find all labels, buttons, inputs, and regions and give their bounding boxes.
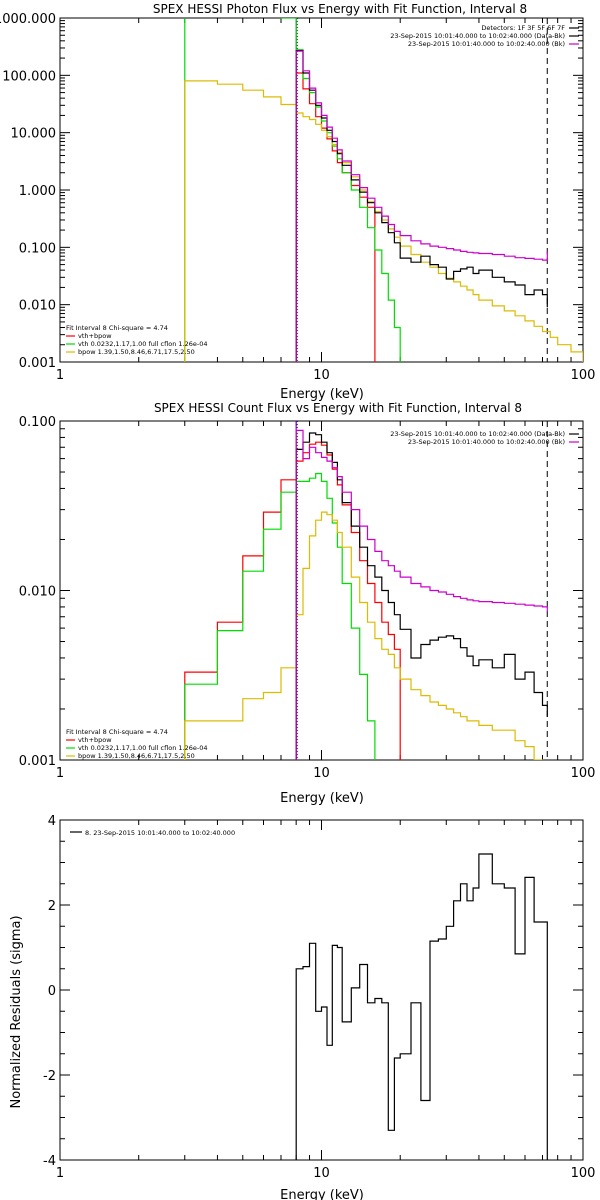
legend-entry: 23-Sep-2015 10:01:40.000 to 10:02:40.000… bbox=[390, 32, 565, 40]
x-tick-label: 1 bbox=[56, 766, 64, 781]
legend-bottom-left: Fit Interval 8 Chi-square = 4.74vth+bpow… bbox=[66, 324, 207, 356]
y-tick-label: 0.010 bbox=[19, 299, 56, 314]
x-axis-label: Energy (keV) bbox=[280, 387, 364, 402]
plot-frame bbox=[59, 420, 584, 761]
legend-entry: bpow 1.39,1.50,8.46,6.71,17.5,2.50 bbox=[78, 752, 195, 760]
y-tick-label: 1000.000 bbox=[0, 12, 56, 27]
count-flux-panel: SPEX HESSI Count Flux vs Energy with Fit… bbox=[19, 401, 596, 806]
chart-title: SPEX HESSI Photon Flux vs Energy with Fi… bbox=[153, 2, 527, 16]
y-tick-label: 0.100 bbox=[19, 415, 56, 430]
y-tick-label: 0.010 bbox=[19, 585, 56, 600]
series-line-bk bbox=[295, 429, 548, 760]
y-tick-label: -4 bbox=[43, 1154, 56, 1169]
y-tick-label: 4 bbox=[48, 814, 56, 829]
x-tick-label: 100 bbox=[571, 1166, 596, 1181]
x-tick-label: 1 bbox=[56, 368, 64, 383]
series-line-data-bk bbox=[295, 432, 548, 760]
series-line-bpow bbox=[184, 80, 583, 362]
series-line-vth-bpow bbox=[184, 441, 401, 760]
photon-flux-panel: SPEX HESSI Photon Flux vs Energy with Fi… bbox=[0, 2, 596, 402]
legend-entry: bpow 1.39,1.50,8.46,6.71,17.5,2.50 bbox=[78, 348, 195, 356]
legend-entry: 23-Sep-2015 10:01:40.000 to 10:02:40.000… bbox=[390, 430, 565, 438]
legend-top-left: 8. 23-Sep-2015 10:01:40.000 to 10:02:40.… bbox=[70, 829, 235, 837]
chart-title: SPEX HESSI Count Flux vs Energy with Fit… bbox=[154, 401, 522, 415]
legend-entry: vth+bpow bbox=[78, 736, 112, 744]
y-tick-label: 10.000 bbox=[11, 127, 57, 142]
y-tick-label: 0.001 bbox=[19, 356, 56, 371]
legend-entry: Fit Interval 8 Chi-square = 4.74 bbox=[66, 324, 168, 332]
residuals-panel: Energy (keV) Normalized Residuals (sigma… bbox=[9, 814, 595, 1200]
y-tick-label: 1.000 bbox=[19, 184, 56, 199]
legend-entry: 23-Sep-2015 10:01:40.000 to 10:02:40.000… bbox=[408, 438, 565, 446]
x-tick-label: 10 bbox=[313, 368, 330, 383]
legend-bottom-left: Fit Interval 8 Chi-square = 4.74vth+bpow… bbox=[66, 728, 207, 760]
x-axis-label: Energy (keV) bbox=[280, 1188, 364, 1200]
x-tick-label: 1 bbox=[56, 1166, 64, 1181]
x-tick-label: 100 bbox=[571, 368, 596, 383]
legend-entry: vth 0.0232,1.17,1.00 full cflon 1.26e-04 bbox=[78, 340, 207, 348]
y-tick-label: 0.001 bbox=[19, 754, 56, 769]
x-tick-label: 10 bbox=[313, 766, 330, 781]
legend-entry: 8. 23-Sep-2015 10:01:40.000 to 10:02:40.… bbox=[85, 829, 235, 837]
series-line-vth bbox=[184, 18, 401, 362]
y-tick-label: 100.000 bbox=[2, 69, 56, 84]
legend-entry: vth 0.0232,1.17,1.00 full cflon 1.26e-04 bbox=[78, 744, 207, 752]
legend-entry: Detectors: 1F 3F 5F 6F 7F bbox=[481, 24, 565, 32]
y-tick-label: -2 bbox=[43, 1069, 56, 1084]
series-line-data-bk bbox=[295, 50, 548, 362]
x-tick-label: 100 bbox=[571, 766, 596, 781]
y-tick-label: 0.100 bbox=[19, 241, 56, 256]
y-axis-label: Normalized Residuals (sigma) bbox=[9, 915, 24, 1108]
y-tick-label: 2 bbox=[48, 899, 56, 914]
series-line-bpow bbox=[184, 511, 544, 760]
y-tick-label: 0 bbox=[48, 984, 56, 999]
x-tick-label: 10 bbox=[313, 1166, 330, 1181]
legend-entry: vth+bpow bbox=[78, 332, 112, 340]
legend-top-right: 23-Sep-2015 10:01:40.000 to 10:02:40.000… bbox=[390, 430, 579, 446]
series-line-8-23-sep-2015-10-01-40-000-to-10-02-40-000 bbox=[295, 853, 548, 1160]
series-line-vth bbox=[184, 472, 376, 760]
x-axis-label: Energy (keV) bbox=[280, 791, 364, 806]
legend-entry: Fit Interval 8 Chi-square = 4.74 bbox=[66, 728, 168, 736]
plot-frame bbox=[59, 819, 584, 1161]
legend-entry: 23-Sep-2015 10:01:40.000 to 10:02:40.000… bbox=[408, 40, 565, 48]
series-line-bk bbox=[295, 50, 548, 362]
